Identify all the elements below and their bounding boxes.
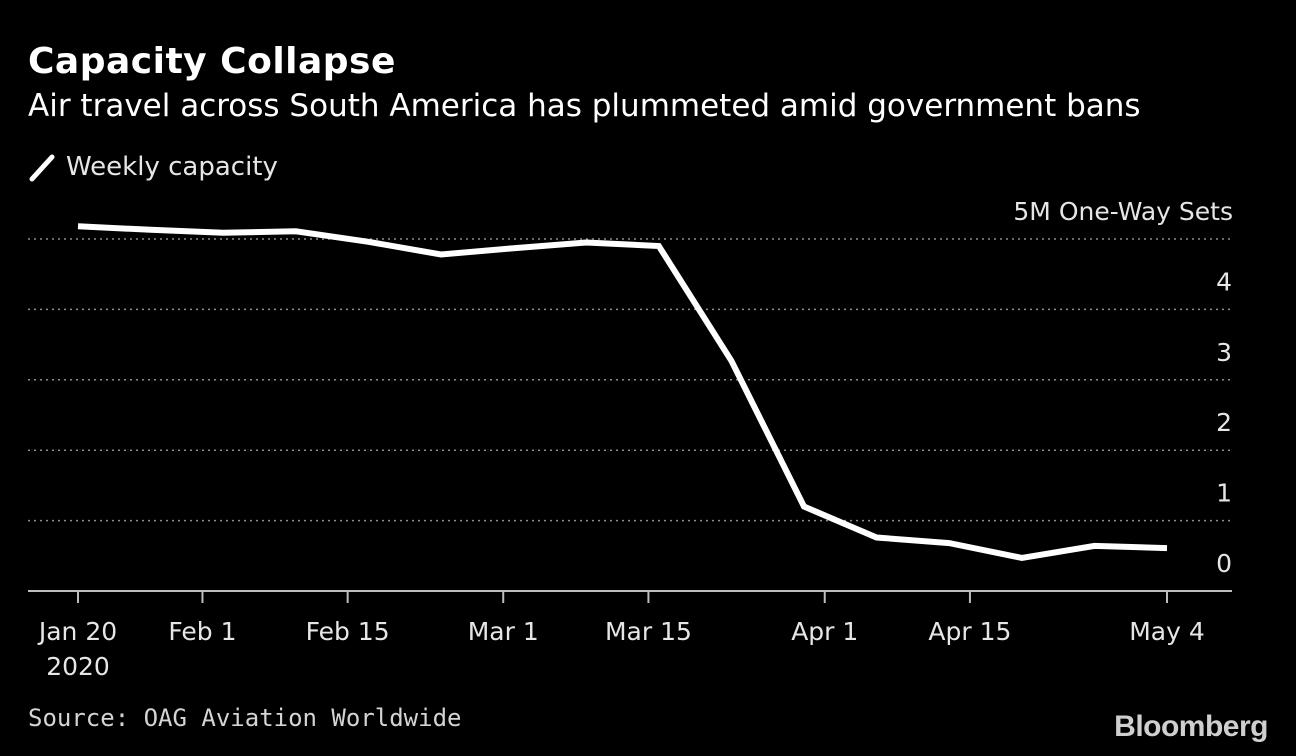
y-tick-label: 1 [1216, 479, 1232, 508]
legend: Weekly capacity [28, 150, 278, 184]
x-tick-sublabel: 2020 [46, 652, 110, 681]
x-tick-label: Feb 1 [168, 617, 236, 646]
y-tick-label: 0 [1216, 549, 1232, 578]
y-tick-label: 2 [1216, 408, 1232, 437]
x-tick-label: Mar 1 [468, 617, 539, 646]
source-note: Source: OAG Aviation Worldwide [28, 704, 462, 732]
y-tick-label: 4 [1216, 267, 1232, 296]
series-line [77, 223, 1168, 561]
x-tick-label: Apr 1 [791, 617, 858, 646]
line-swatch-icon [29, 154, 55, 182]
legend-label: Weekly capacity [66, 152, 278, 182]
x-tick-label: Mar 15 [605, 617, 692, 646]
y-axis-unit-label: 5M One-Way Sets [1013, 197, 1233, 226]
x-tick-label: Jan 20 [37, 617, 117, 646]
chart-title: Capacity Collapse [28, 41, 396, 82]
y-tick-label: 3 [1216, 338, 1232, 367]
x-tick-label: May 4 [1129, 617, 1205, 646]
x-tick-label: Feb 15 [306, 617, 390, 646]
x-tick-label: Apr 15 [928, 617, 1011, 646]
brand-logo: Bloomberg [1114, 710, 1268, 743]
chart-subtitle: Air travel across South America has plum… [28, 88, 1141, 124]
